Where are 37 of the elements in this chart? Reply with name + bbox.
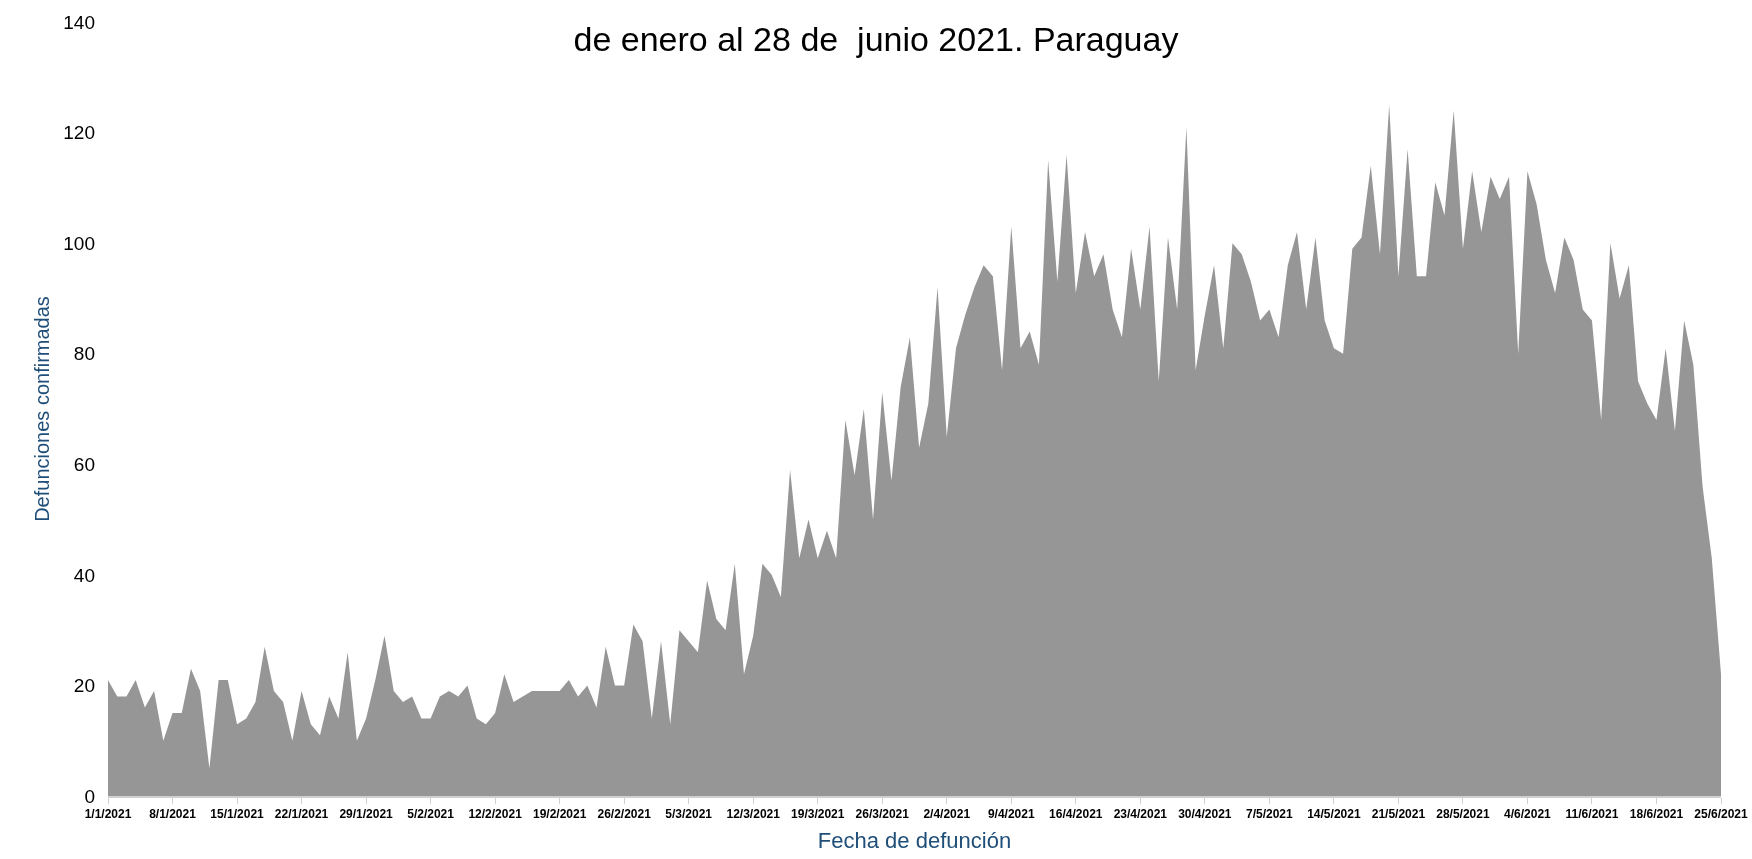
x-tick-label: 19/2/2021 <box>532 806 587 821</box>
x-tick-label: 25/6/2021 <box>1694 806 1749 821</box>
y-axis-title: Defunciones confirmadas <box>30 296 53 522</box>
y-tick-label: 140 <box>63 11 95 33</box>
y-tick-label: 20 <box>73 675 95 697</box>
x-tick-label: 5/2/2021 <box>407 806 455 821</box>
x-tick-label: 15/1/2021 <box>210 806 265 821</box>
x-tick-label: 5/3/2021 <box>665 806 713 821</box>
x-axis-title: Fecha de defunción <box>817 827 1012 853</box>
x-tick-label: 18/6/2021 <box>1629 806 1684 821</box>
y-tick-label: 0 <box>84 785 95 807</box>
y-tick-label: 120 <box>63 122 95 144</box>
x-tick-label: 7/5/2021 <box>1246 806 1294 821</box>
x-tick-label: 29/1/2021 <box>339 806 394 821</box>
x-tick-label: 12/2/2021 <box>468 806 523 821</box>
x-tick-label: 26/2/2021 <box>597 806 652 821</box>
x-tick-label: 16/4/2021 <box>1049 806 1103 821</box>
x-tick-label: 21/5/2021 <box>1371 806 1426 821</box>
y-tick-label: 40 <box>73 564 95 586</box>
x-tick-label: 28/5/2021 <box>1436 806 1490 821</box>
x-tick-label: 1/1/2021 <box>84 806 132 821</box>
y-tick-label: 80 <box>73 343 95 365</box>
x-tick-label: 8/1/2021 <box>149 806 197 821</box>
chart-title: de enero al 28 de junio 2021. Paraguay <box>573 19 1179 58</box>
x-tick-label: 14/5/2021 <box>1307 806 1361 821</box>
x-tick-label: 23/4/2021 <box>1113 806 1168 821</box>
x-tick-label: 19/3/2021 <box>791 806 845 821</box>
x-tick-label: 9/4/2021 <box>987 806 1035 821</box>
y-tick-label: 60 <box>73 453 95 475</box>
x-tick-label: 30/4/2021 <box>1178 806 1232 821</box>
x-tick-label: 12/3/2021 <box>726 806 781 821</box>
x-tick-label: 26/3/2021 <box>855 806 910 821</box>
x-tick-label: 22/1/2021 <box>274 806 329 821</box>
x-tick-label: 11/6/2021 <box>1565 806 1619 821</box>
x-tick-label: 4/6/2021 <box>1504 806 1552 821</box>
y-tick-label: 100 <box>63 232 95 254</box>
x-tick-label: 2/4/2021 <box>923 806 971 821</box>
